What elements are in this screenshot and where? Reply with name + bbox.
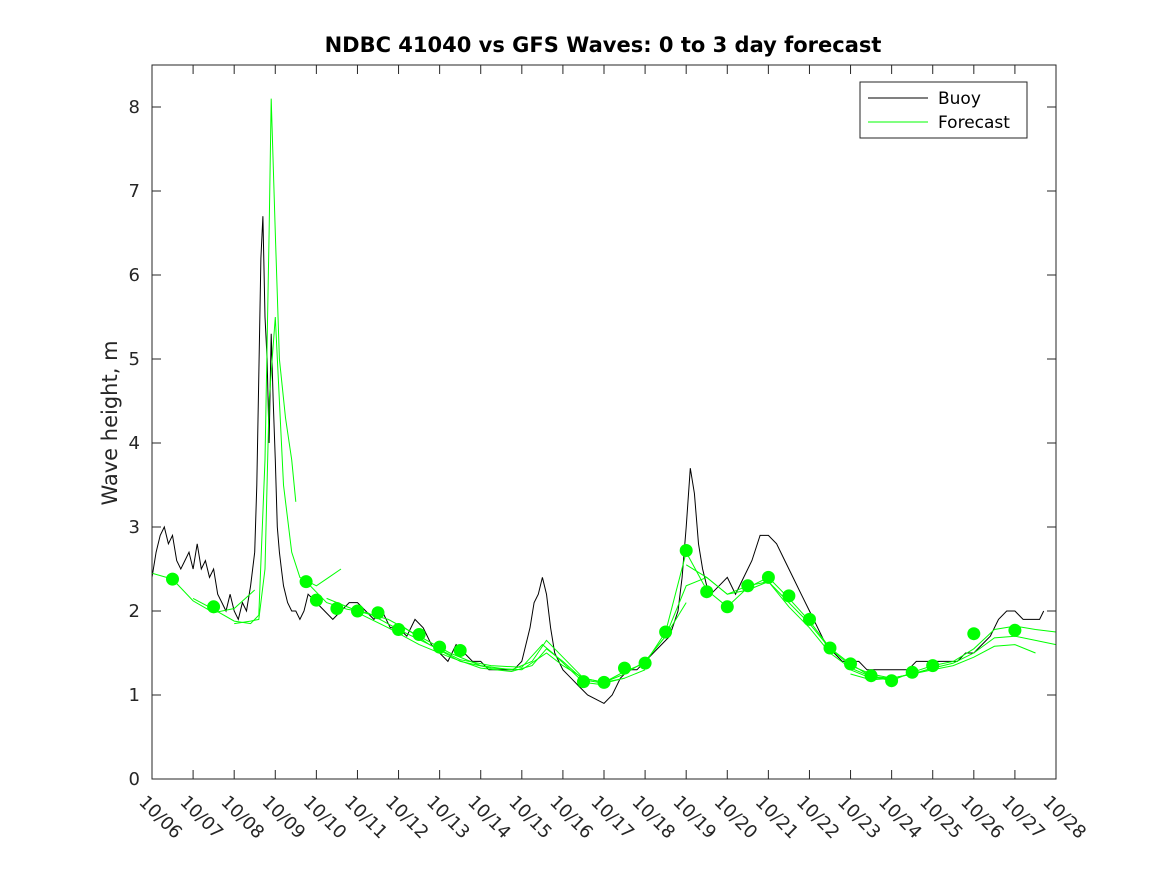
forecast-line-12 [850,644,1036,681]
forecast-line-11 [850,635,1056,679]
forecast-point [761,570,775,584]
x-tick-label: 10/13 [422,792,474,844]
forecast-point [351,604,364,618]
x-tick-label: 10/19 [669,792,721,844]
forecast-point [638,656,652,670]
x-tick-label: 10/25 [915,792,967,844]
x-tick-label: 10/21 [751,792,803,844]
y-tick-label: 2 [129,601,140,622]
x-tick-label: 10/15 [504,792,556,844]
legend-forecast-label: Forecast [938,113,1010,133]
forecast-point [577,675,590,689]
y-tick-label: 5 [129,349,140,370]
x-tick-label: 10/14 [463,792,515,844]
forecast-line-1 [192,98,297,625]
buoy-series-line [152,216,1045,705]
forecast-line-10 [850,625,1056,682]
x-tick-label: 10/06 [134,792,186,844]
forecast-point [371,606,385,620]
x-tick-label: 10/17 [586,792,638,844]
forecast-point [330,602,344,615]
forecast-point [392,623,405,636]
x-tick-label: 10/22 [792,792,844,844]
chart-title: NDBC 41040 vs GFS Waves: 0 to 3 day fore… [325,33,882,57]
forecast-point [864,669,878,683]
forecast-line-4 [326,597,625,683]
forecast-line-2 [234,316,342,625]
forecast-point [741,579,755,593]
forecast-point [720,600,734,614]
x-tick-label: 10/27 [997,792,1049,844]
x-tick-label: 10/16 [545,792,597,844]
y-tick-label: 6 [129,265,140,286]
y-tick-label: 4 [129,433,140,454]
forecast-point [700,585,714,599]
y-tick-label: 1 [129,685,140,706]
forecast-point [166,572,179,586]
x-tick-label: 10/23 [833,792,885,844]
y-tick-label: 0 [129,769,140,790]
x-tick-label: 10/26 [956,792,1008,844]
plot-area: 01234567810/0610/0710/0810/0910/1010/111… [129,64,1090,844]
forecast-point [926,659,940,673]
forecast-point [782,589,796,603]
y-tick-label: 8 [129,97,140,118]
x-tick-label: 10/18 [628,792,680,844]
y-tick-label: 7 [129,181,140,202]
forecast-point [905,665,919,679]
forecast-point [433,640,447,654]
y-tick-label: 3 [129,517,140,538]
forecast-point [885,674,899,688]
x-tick-label: 10/10 [299,792,351,844]
forecast-line-3 [305,581,605,686]
x-tick-label: 10/07 [176,792,228,844]
forecast-point [453,644,467,657]
legend-box [859,81,1028,139]
forecast-point [1008,623,1022,637]
forecast-point [967,627,981,641]
forecast-point [597,675,611,689]
forecast-point [207,600,221,614]
x-tick-label: 10/12 [381,792,433,844]
forecast-point [679,544,693,557]
forecast-point [309,593,323,607]
legend-buoy-label: Buoy [938,89,981,109]
x-tick-label: 10/11 [340,792,392,844]
forecast-point [803,612,816,626]
forecast-point [299,575,313,589]
x-tick-label: 10/09 [258,792,310,844]
legend: Buoy Forecast [859,81,1028,139]
forecast-point [659,625,673,639]
x-tick-label: 10/28 [1038,792,1090,844]
forecast-point [412,628,426,641]
x-tick-label: 10/24 [874,792,926,844]
forecast-point [823,641,837,655]
forecast-point [844,657,857,671]
y-axis-label: Wave height, m [98,340,122,505]
x-tick-label: 10/08 [217,792,269,844]
forecast-line-5 [357,612,646,684]
x-tick-label: 10/20 [710,792,762,844]
forecast-point [618,661,631,675]
